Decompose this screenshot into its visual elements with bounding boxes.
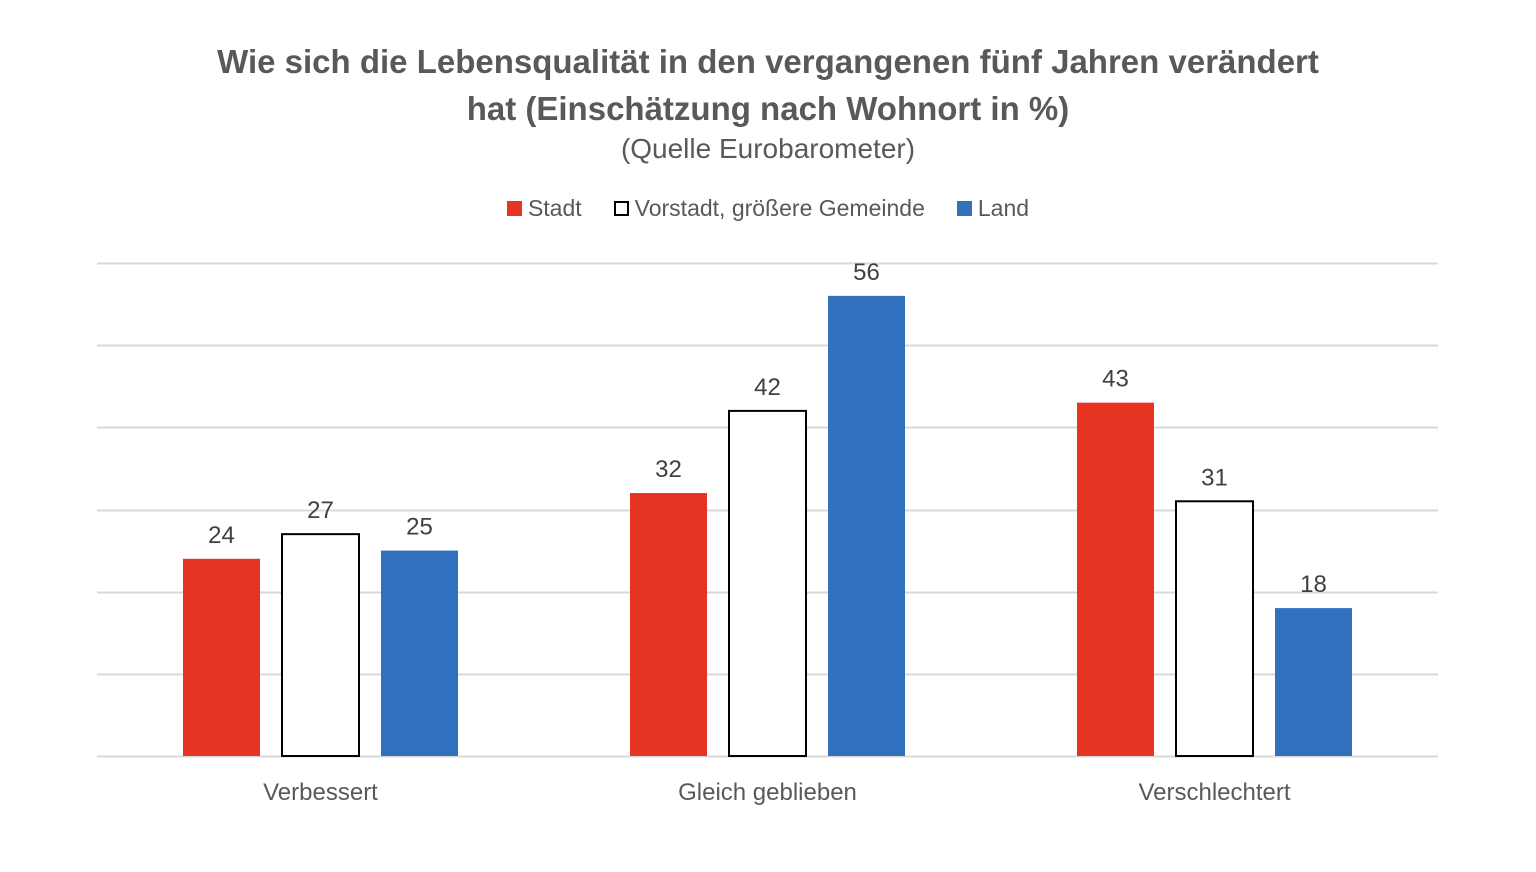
bar-stadt-0 [183, 558, 260, 756]
bar-vorstadt-2 [1175, 500, 1254, 757]
bar-stadt-2 [1077, 402, 1154, 756]
data-label-vorstadt-2: 31 [1201, 464, 1228, 491]
legend-label-vorstadt: Vorstadt, größere Gemeinde [634, 195, 925, 221]
data-label-land-0: 25 [406, 514, 433, 541]
data-label-stadt-0: 24 [208, 522, 235, 549]
data-label-stadt-2: 43 [1102, 366, 1129, 393]
data-label-vorstadt-1: 42 [754, 374, 781, 401]
legend-swatch-stadt [506, 201, 522, 216]
legend-label-stadt: Stadt [527, 195, 582, 221]
bar-land-2 [1275, 608, 1352, 756]
bar-land-0 [381, 550, 458, 756]
chart-title-line-2: hat (Einschätzung nach Wohnort in %) [466, 90, 1070, 127]
data-label-stadt-1: 32 [655, 456, 682, 483]
category-label-0: Verbessert [263, 779, 378, 806]
chart-title-line-1: Wie sich die Lebensqualität in den verga… [217, 43, 1319, 80]
legend-item-land: Land [956, 195, 1030, 222]
legend-item-vorstadt: Vorstadt, größere Gemeinde [613, 195, 925, 222]
data-label-land-2: 18 [1300, 571, 1327, 598]
chart-subtitle: (Quelle Eurobarometer) [620, 133, 916, 164]
legend-item-stadt: Stadt [506, 195, 582, 222]
data-label-land-1: 56 [853, 259, 880, 286]
category-label-2: Verschlechtert [1138, 779, 1290, 806]
category-label-1: Gleich geblieben [678, 779, 857, 806]
data-label-vorstadt-0: 27 [307, 497, 334, 524]
bar-vorstadt-0 [281, 533, 360, 758]
legend-swatch-vorstadt [613, 201, 629, 216]
bar-vorstadt-1 [728, 409, 807, 757]
legend-label-land: Land [977, 195, 1030, 221]
chart-title: Wie sich die Lebensqualität in den verga… [0, 38, 1536, 132]
legend: Stadt Vorstadt, größere Gemeinde Land [0, 195, 1536, 222]
legend-swatch-land [956, 201, 972, 216]
bar-land-1 [828, 295, 905, 756]
bar-stadt-1 [630, 493, 707, 756]
